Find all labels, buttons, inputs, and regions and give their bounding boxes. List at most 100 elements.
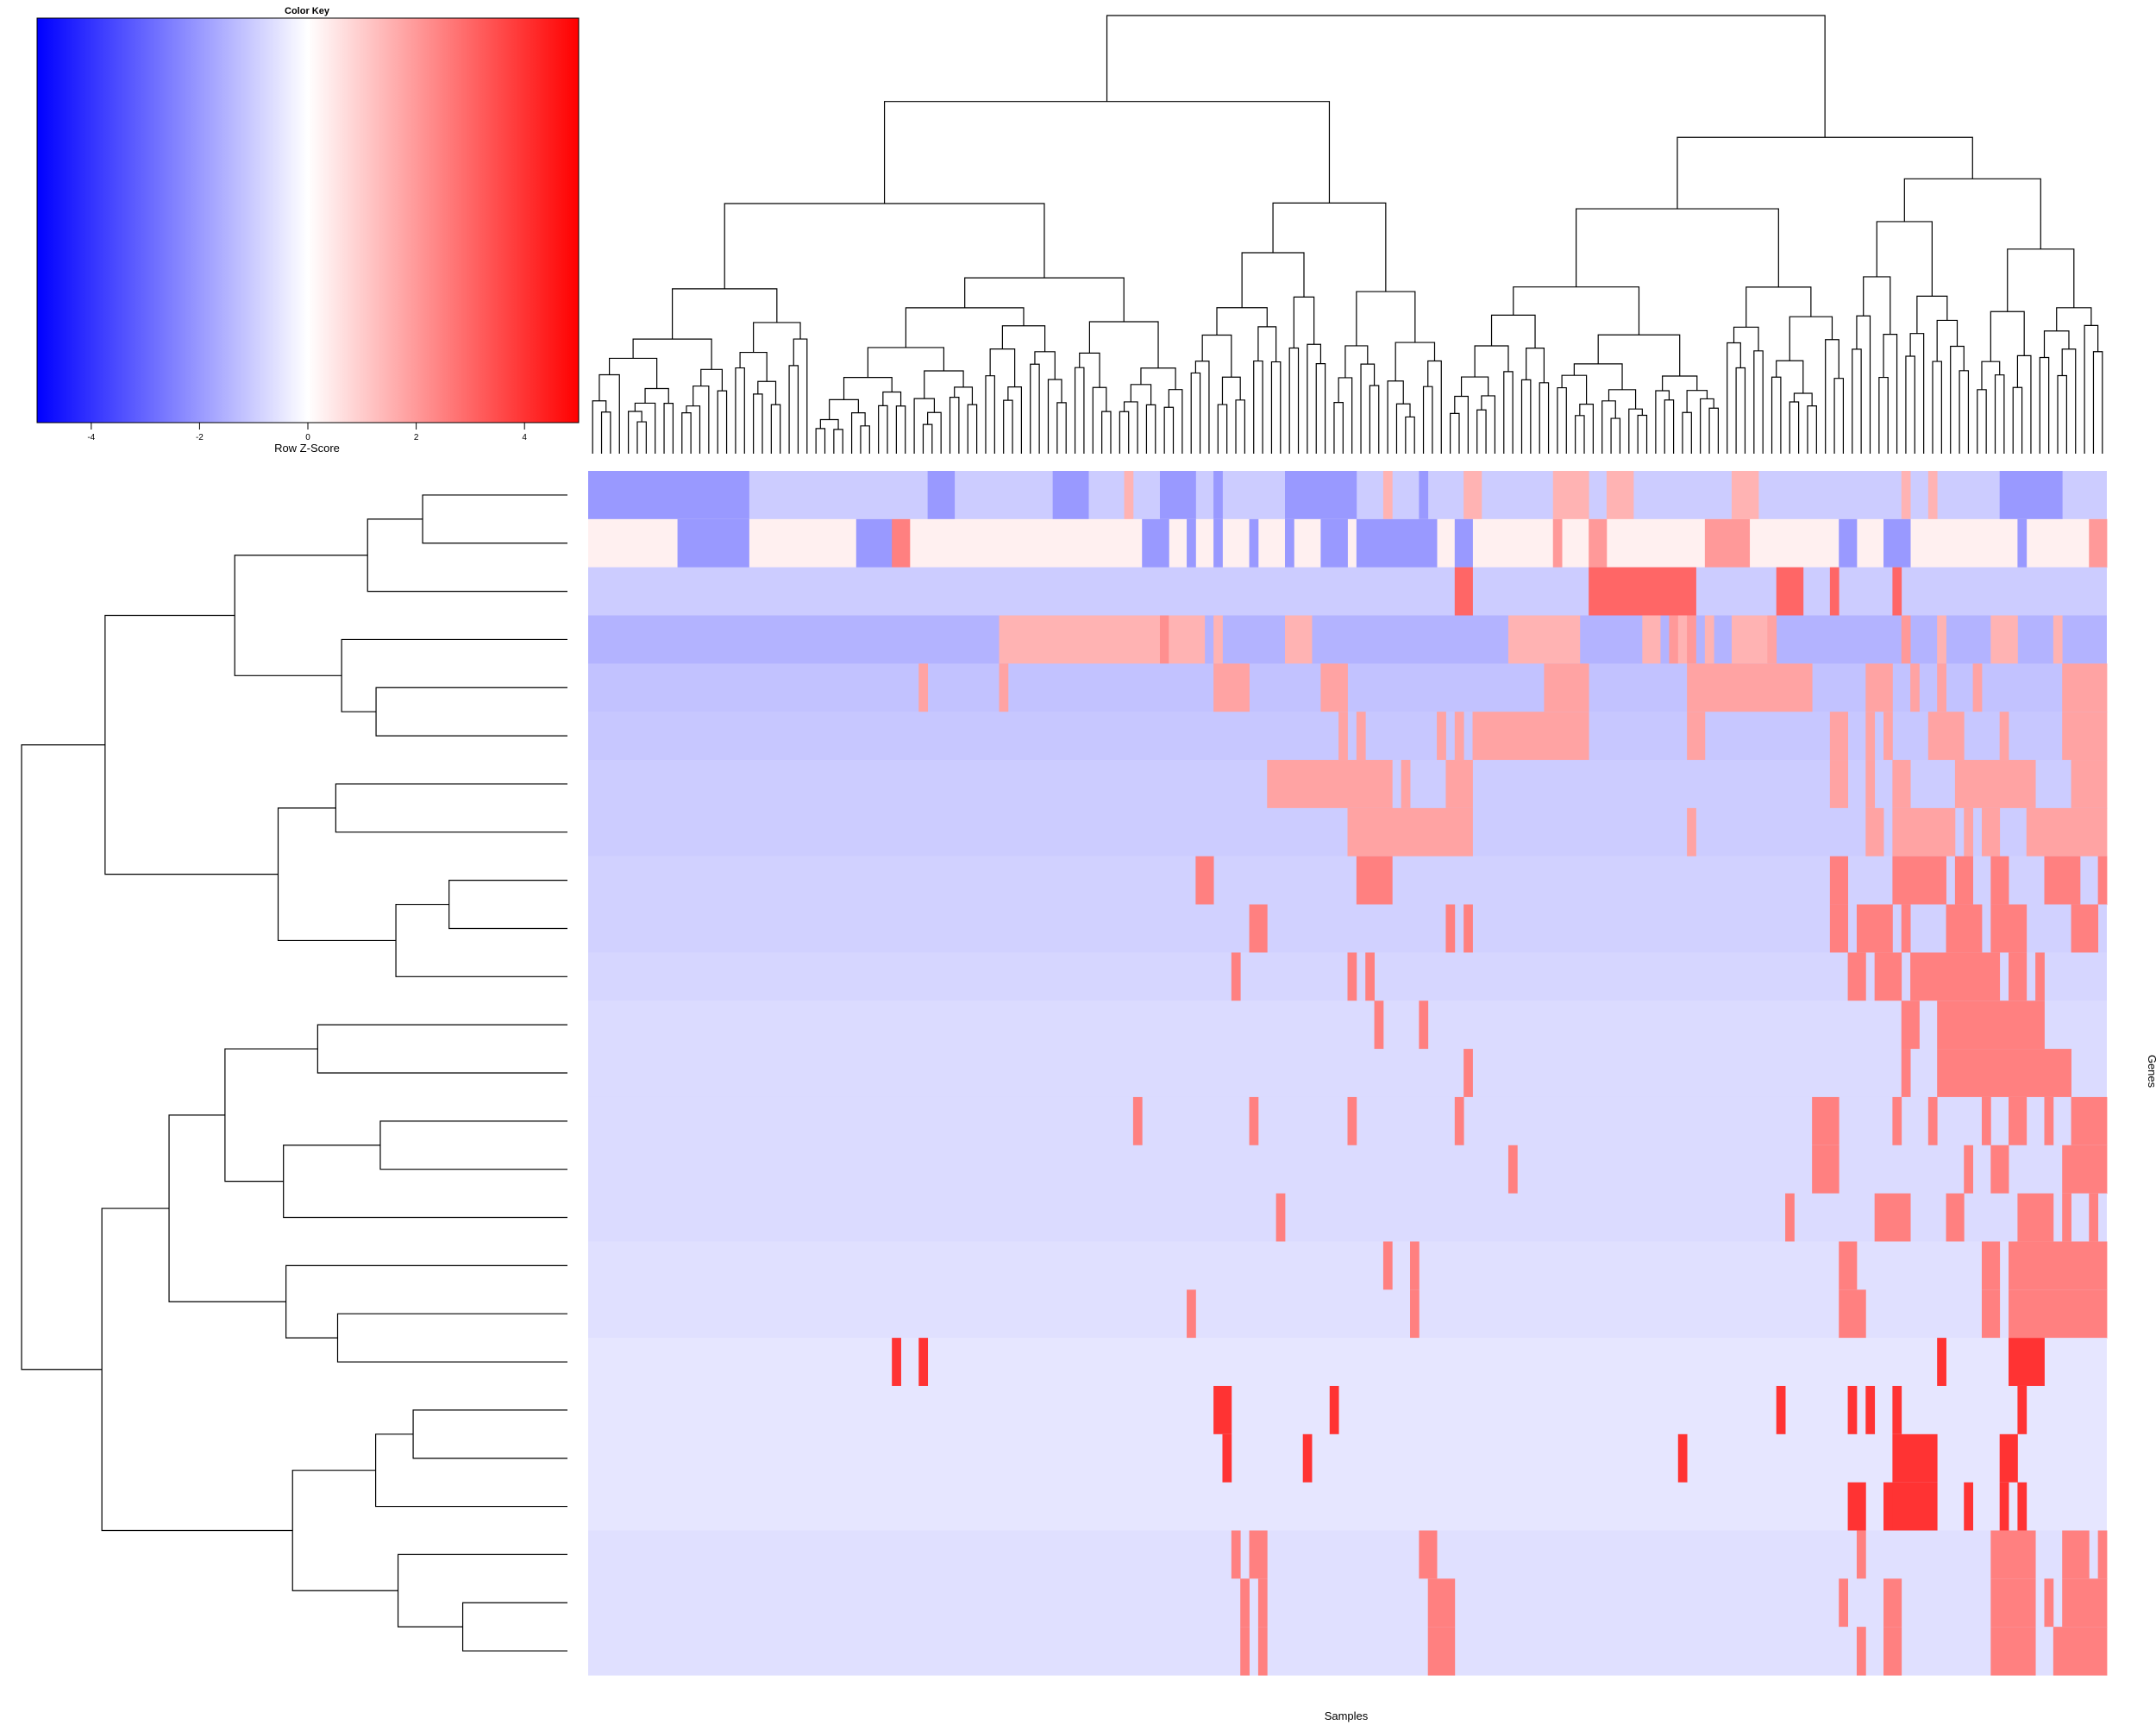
heatmap-cell <box>1267 760 1393 809</box>
heatmap-row <box>588 567 2107 617</box>
heatmap-cell <box>1883 1627 1902 1676</box>
row-dendrogram-branch <box>224 1048 318 1182</box>
column-dendrogram-branch <box>1123 401 1138 454</box>
heatmap-cell <box>1329 1385 1339 1435</box>
y-axis-label: Genes <box>2146 1055 2156 1088</box>
heatmap-cell <box>1892 1096 1902 1146</box>
column-dendrogram-branch <box>1257 326 1277 362</box>
column-dendrogram-branch <box>1793 392 1813 406</box>
heatmap-cell <box>892 1338 901 1387</box>
column-dendrogram-branch <box>1003 399 1013 454</box>
heatmap-row <box>588 1338 2107 1387</box>
heatmap-cell <box>1507 615 1581 664</box>
row-dendrogram-branch <box>412 1409 567 1459</box>
heatmap-cell <box>1892 1385 1902 1435</box>
heatmap-body <box>588 471 2108 1676</box>
heatmap-cell <box>1964 1482 1974 1532</box>
column-dendrogram-branch <box>2056 307 2092 331</box>
heatmap-cell <box>1187 1289 1196 1339</box>
column-dendrogram-branch <box>693 385 710 454</box>
heatmap-cell <box>1142 518 1169 568</box>
column-dendrogram-branch <box>860 425 870 454</box>
heatmap-cell <box>1946 904 1983 953</box>
heatmap-cell <box>1839 1289 1866 1339</box>
heatmap-cell <box>2009 1096 2028 1146</box>
heatmap-cell <box>1839 518 1858 568</box>
heatmap-cell <box>1981 1241 2001 1290</box>
column-dendrogram-branch <box>1360 363 1376 454</box>
column-dendrogram-branch <box>1481 395 1496 454</box>
heatmap-cell <box>1937 1338 1946 1387</box>
column-dendrogram-branch <box>954 386 974 405</box>
column-dendrogram-branch <box>1557 386 1567 454</box>
heatmap-cell <box>1999 471 2063 520</box>
color-key-gradient <box>36 17 580 423</box>
column-dendrogram-branch <box>1789 316 1833 361</box>
heatmap-cell <box>2017 1482 2028 1532</box>
heatmap-cell <box>1901 904 1911 953</box>
heatmap-cell <box>1937 663 1946 712</box>
column-dendrogram-branch <box>1573 363 1623 390</box>
heatmap-cell <box>1990 615 2001 664</box>
heatmap-cell <box>2053 1627 2108 1676</box>
column-dendrogram-branch <box>686 405 701 454</box>
heatmap-cell <box>1892 1482 1938 1532</box>
heatmap-cell <box>1847 1482 1866 1532</box>
heatmap-cell <box>1347 807 1473 857</box>
column-dendrogram-branch <box>1395 403 1411 454</box>
column-dendrogram-branch <box>1733 326 1759 351</box>
heatmap-cell <box>1829 856 1848 906</box>
heatmap-cell <box>1785 1193 1795 1243</box>
heatmap-cell <box>1776 567 1804 617</box>
heatmap-cell <box>856 518 893 568</box>
heatmap-cell <box>1937 1049 1974 1098</box>
column-dendrogram-branch <box>770 404 781 454</box>
column-dendrogram-branch <box>1474 345 1509 378</box>
row-dendrogram-branch <box>379 1120 567 1170</box>
column-dendrogram-branch <box>1503 371 1514 454</box>
heatmap-cell <box>1776 1385 1786 1435</box>
column-dendrogram-branch <box>1579 404 1594 454</box>
heatmap-cell <box>1999 615 2018 664</box>
heatmap-cell <box>1704 615 1714 664</box>
column-dendrogram-branch <box>1905 355 1915 454</box>
column-dendrogram-branch <box>663 403 674 454</box>
heatmap-cell <box>1249 1096 1259 1146</box>
heatmap-cell <box>1454 1096 1464 1146</box>
heatmap-cell <box>1981 1096 1991 1146</box>
column-dendrogram-branch <box>1916 295 1948 334</box>
column-dendrogram-branch <box>1338 377 1353 454</box>
heatmap-cell <box>1865 663 1893 712</box>
column-dendrogram-branch <box>1119 411 1130 454</box>
column-dendrogram-branch <box>883 101 1331 204</box>
heatmap-cell <box>1946 807 1956 857</box>
heatmap-cell <box>1829 567 1839 617</box>
heatmap-cell <box>2017 518 2028 568</box>
color-key-ticks: -4 -2 0 2 4 <box>87 423 527 442</box>
heatmap-cell <box>1419 471 1429 520</box>
column-dendrogram-branch <box>1655 390 1670 454</box>
column-dendrogram-branch <box>1878 376 1889 454</box>
heatmap-cell <box>1445 760 1473 809</box>
column-dendrogram-branch <box>609 357 658 389</box>
column-dendrogram-branch <box>788 365 799 454</box>
column-dendrogram-branch <box>1333 402 1344 454</box>
heatmap-cell <box>1410 1241 1420 1290</box>
heatmap-cell <box>1213 615 1223 664</box>
column-dendrogram-branch <box>739 351 768 382</box>
column-dendrogram-branch <box>867 347 945 378</box>
column-dendrogram-branch <box>1307 343 1322 454</box>
heatmap-cell <box>1812 1096 1839 1146</box>
heatmap-cell <box>1589 567 1696 617</box>
heatmap-cell <box>1865 760 1876 809</box>
column-dendrogram-branch <box>1490 314 1536 348</box>
heatmap-cell <box>1687 807 1696 857</box>
heatmap-cell <box>1883 518 1911 568</box>
heatmap-cell <box>2009 1241 2108 1290</box>
column-dendrogram-branch <box>1163 406 1175 454</box>
column-dendrogram-branch <box>592 400 607 454</box>
heatmap-cell <box>1990 1145 2009 1195</box>
column-dendrogram-branch <box>1130 384 1152 405</box>
column-dendrogram-branch <box>1476 409 1487 454</box>
